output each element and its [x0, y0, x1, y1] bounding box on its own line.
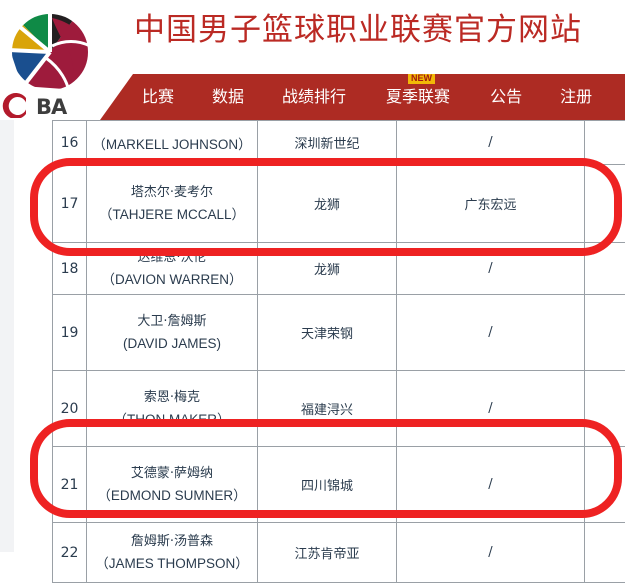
origin-cell: / [397, 523, 585, 583]
team-cell: 福建浔兴 [258, 371, 397, 447]
table-row[interactable]: 21 艾德蒙·萨姆纳 （EDMOND SUMNER） 四川锦城 / [53, 447, 625, 523]
table-row[interactable]: 19 大卫·詹姆斯 (DAVID JAMES) 天津荣钢 / [53, 295, 625, 371]
player-name-cn: 大卫·詹姆斯 [87, 312, 257, 331]
row-number-cell: 22 [53, 523, 87, 583]
nav-items-list: 比赛 数据 战绩排行 NEW 夏季联赛 公告 注册 [100, 74, 625, 120]
nav-item-announcements[interactable]: 公告 [490, 87, 522, 107]
player-name-cn: 詹姆斯·汤普森 [87, 532, 257, 551]
player-name-cell: 达维恩·沃伦 （DAVION WARREN） [87, 243, 258, 295]
table-row[interactable]: 18 达维恩·沃伦 （DAVION WARREN） 龙狮 / [53, 243, 625, 295]
team-cell: 深圳新世纪 [258, 121, 397, 165]
player-name-en: （THON MAKER） [87, 410, 257, 429]
player-name-cell: 索恩·梅克 （THON MAKER） [87, 371, 258, 447]
nav-item-register[interactable]: 注册 [560, 87, 592, 107]
extra-cell [585, 243, 625, 295]
team-cell: 龙狮 [258, 165, 397, 243]
player-name-en: （TAHJERE MCCALL） [87, 205, 257, 224]
player-name-cn: 艾德蒙·萨姆纳 [87, 464, 257, 483]
extra-cell [585, 121, 625, 165]
player-name-cell: 詹姆斯·汤普森 （JAMES THOMPSON） [87, 523, 258, 583]
nav-item-label: 夏季联赛 [386, 87, 450, 106]
draft-pick-table-body: 16 （MARKELL JOHNSON） 深圳新世纪 / 17 塔杰尔·麦考尔 … [53, 121, 625, 583]
origin-cell: / [397, 371, 585, 447]
player-name-cn: 塔杰尔·麦考尔 [87, 183, 257, 202]
team-cell: 天津荣钢 [258, 295, 397, 371]
player-name-en: (DAVID JAMES) [87, 334, 257, 353]
player-name-en: （DAVION WARREN） [87, 270, 257, 289]
table-row[interactable]: 20 索恩·梅克 （THON MAKER） 福建浔兴 / [53, 371, 625, 447]
row-number-cell: 19 [53, 295, 87, 371]
origin-cell: / [397, 243, 585, 295]
extra-cell [585, 165, 625, 243]
player-name-cn: 达维恩·沃伦 [87, 248, 257, 267]
main-navigation: 比赛 数据 战绩排行 NEW 夏季联赛 公告 注册 [100, 74, 625, 120]
row-number-cell: 16 [53, 121, 87, 165]
row-number-cell: 20 [53, 371, 87, 447]
player-name-en: （JAMES THOMPSON） [87, 554, 257, 573]
player-name-cell: （MARKELL JOHNSON） [87, 121, 258, 165]
origin-cell: / [397, 121, 585, 165]
draft-pick-table: 16 （MARKELL JOHNSON） 深圳新世纪 / 17 塔杰尔·麦考尔 … [52, 120, 625, 583]
row-number-cell: 21 [53, 447, 87, 523]
player-name-en: （MARKELL JOHNSON） [87, 135, 257, 154]
player-name-cell: 大卫·詹姆斯 (DAVID JAMES) [87, 295, 258, 371]
team-cell: 龙狮 [258, 243, 397, 295]
player-name-cell: 塔杰尔·麦考尔 （TAHJERE MCCALL） [87, 165, 258, 243]
nav-item-label: 战绩排行 [282, 87, 346, 106]
nav-item-summer-league[interactable]: NEW 夏季联赛 [386, 87, 450, 107]
row-number-cell: 17 [53, 165, 87, 243]
extra-cell [585, 295, 625, 371]
row-number-cell: 18 [53, 243, 87, 295]
page-title: 中国男子篮球职业联赛官方网站 [134, 10, 582, 50]
nav-item-label: 公告 [490, 87, 522, 106]
player-name-cell: 艾德蒙·萨姆纳 （EDMOND SUMNER） [87, 447, 258, 523]
player-name-en: （EDMOND SUMNER） [87, 486, 257, 505]
origin-cell: / [397, 447, 585, 523]
nav-item-standings[interactable]: 战绩排行 [282, 87, 346, 107]
extra-cell [585, 523, 625, 583]
svg-text:BA: BA [36, 95, 68, 118]
extra-cell [585, 371, 625, 447]
origin-cell: 广东宏远 [397, 165, 585, 243]
team-cell: 四川锦城 [258, 447, 397, 523]
table-row[interactable]: 22 詹姆斯·汤普森 （JAMES THOMPSON） 江苏肯帝亚 / [53, 523, 625, 583]
origin-cell: / [397, 295, 585, 371]
nav-item-label: 注册 [560, 87, 592, 106]
table-row[interactable]: 16 （MARKELL JOHNSON） 深圳新世纪 / [53, 121, 625, 165]
team-cell: 江苏肯帝亚 [258, 523, 397, 583]
table-row[interactable]: 17 塔杰尔·麦考尔 （TAHJERE MCCALL） 龙狮 广东宏远 [53, 165, 625, 243]
player-name-cn: 索恩·梅克 [87, 388, 257, 407]
nav-item-data[interactable]: 数据 [212, 87, 244, 107]
left-gutter [0, 120, 14, 552]
nav-item-games[interactable]: 比赛 [142, 87, 174, 107]
nav-item-label: 比赛 [142, 87, 174, 106]
nav-item-label: 数据 [212, 87, 244, 106]
extra-cell [585, 447, 625, 523]
cba-logo-icon[interactable]: BA [2, 6, 98, 118]
